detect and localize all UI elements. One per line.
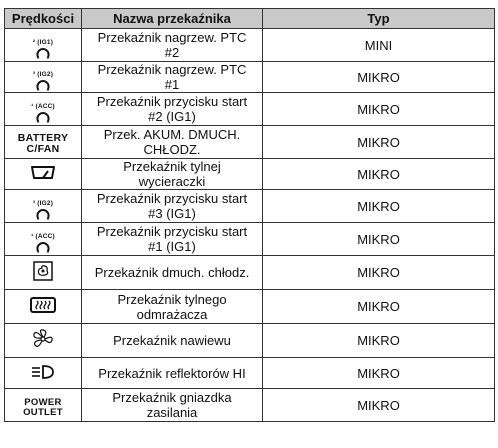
header-type: Typ (262, 8, 495, 29)
ig2-relay-icon: ³ (IG2) (33, 64, 53, 91)
rear-defroster-icon (29, 296, 57, 317)
ig1-relay-icon: ² (IG1) (33, 32, 53, 59)
table-row: POWER OUTLET Przekaźnik gniazdka zasilan… (4, 388, 495, 422)
relay-type-cell: MIKRO (262, 158, 495, 190)
table-row: Przekaźnik tylnej wycieraczki MIKRO (4, 158, 495, 190)
table-row: ³ (IG2) Przekaźnik przycisku start #3 (I… (4, 189, 495, 223)
blower-fan-icon (31, 328, 55, 353)
acc-relay-icon: ¹ (ACC) (31, 96, 55, 123)
relay-type-cell: MIKRO (262, 289, 495, 324)
relay-type-cell: MIKRO (262, 323, 495, 358)
table-row: Przekaźnik dmuch. chłodz. MIKRO (4, 255, 495, 290)
relay-name-cell: Przekaźnik przycisku start #3 (IG1) (81, 189, 263, 223)
relay-type-cell: MIKRO (262, 92, 495, 126)
relay-type-cell: MIKRO (262, 255, 495, 290)
power-outlet-label: POWER OUTLET (10, 393, 76, 418)
relay-table-body: ² (IG1) Przekaźnik nagrzew. PTC #2 MINI ³… (4, 28, 495, 422)
icon-word-label: BATTERY C/FAN (17, 132, 69, 155)
relay-name-cell: Przek. AKUM. DMUCH. CHŁODZ. (81, 125, 263, 159)
rear-wiper-icon (29, 164, 57, 185)
table-row: ³ (IG2) Przekaźnik nagrzew. PTC #1 MIKRO (4, 61, 495, 93)
icon-word-label: POWER OUTLET (23, 396, 63, 418)
relay-name-cell: Przekaźnik dmuch. chłodz. (81, 255, 263, 290)
icon-code-label: ² (IG1) (32, 38, 54, 46)
relay-type-cell: MIKRO (262, 189, 495, 223)
table-row: ¹ (ACC) Przekaźnik przycisku start #2 (I… (4, 92, 495, 126)
relay-type-cell: MIKRO (262, 357, 495, 389)
header-relay-name: Nazwa przekaźnika (81, 8, 263, 29)
relay-name-cell: Przekaźnik tylnej wycieraczki (81, 158, 263, 190)
speed-icon-cell: BATTERY C/FAN (4, 125, 82, 159)
relay-name-cell: Przekaźnik tylnego odmrażacza (81, 289, 263, 324)
header-speed: Prędkości (4, 8, 82, 29)
relay-name-cell: Przekaźnik przycisku start #2 (IG1) (81, 92, 263, 126)
speed-icon-cell (4, 158, 82, 190)
header-row: Prędkości Nazwa przekaźnika Typ (4, 8, 495, 29)
speed-icon-cell: ¹ (ACC) (4, 92, 82, 126)
icon-code-label: ³ (IG2) (32, 199, 54, 207)
icon-code-label: ³ (IG2) (32, 70, 54, 78)
speed-icon-cell: ¹ (ACC) (4, 222, 82, 256)
relay-name-cell: Przekaźnik nagrzew. PTC #1 (81, 61, 263, 93)
table-row: Przekaźnik reflektorów HI MIKRO (4, 357, 495, 389)
relay-name-cell: Przekaźnik przycisku start #1 (IG1) (81, 222, 263, 256)
relay-type-cell: MIKRO (262, 61, 495, 93)
speed-icon-cell: ² (IG1) (4, 28, 82, 62)
relay-table: Prędkości Nazwa przekaźnika Typ ² (IG1) … (4, 8, 495, 422)
relay-name-cell: Przekaźnik reflektorów HI (81, 357, 263, 389)
relay-type-cell: MIKRO (262, 222, 495, 256)
speed-icon-cell: POWER OUTLET (4, 388, 82, 422)
battery-cfan-label: BATTERY C/FAN (10, 129, 76, 155)
icon-code-label: ¹ (ACC) (31, 102, 55, 110)
relay-name-cell: Przekaźnik nawiewu (81, 323, 263, 358)
ig2-relay-icon: ³ (IG2) (33, 193, 53, 220)
cooling-fan-icon (32, 260, 54, 285)
speed-icon-cell: ³ (IG2) (4, 189, 82, 223)
table-row: Przekaźnik nawiewu MIKRO (4, 323, 495, 358)
speed-icon-cell: ³ (IG2) (4, 61, 82, 93)
speed-icon-cell (4, 323, 82, 358)
relay-type-cell: MIKRO (262, 125, 495, 159)
speed-icon-cell (4, 255, 82, 290)
relay-name-cell: Przekaźnik nagrzew. PTC #2 (81, 28, 263, 62)
speed-icon-cell (4, 357, 82, 389)
table-row: BATTERY C/FAN Przek. AKUM. DMUCH. CHŁODZ… (4, 125, 495, 159)
table-row: Przekaźnik tylnego odmrażacza MIKRO (4, 289, 495, 324)
relay-type-cell: MINI (262, 28, 495, 62)
speed-icon-cell (4, 289, 82, 324)
acc-relay-icon: ¹ (ACC) (31, 226, 55, 253)
high-beam-icon (29, 363, 57, 384)
relay-type-cell: MIKRO (262, 388, 495, 422)
icon-code-label: ¹ (ACC) (31, 232, 55, 240)
table-row: ² (IG1) Przekaźnik nagrzew. PTC #2 MINI (4, 28, 495, 62)
table-row: ¹ (ACC) Przekaźnik przycisku start #1 (I… (4, 222, 495, 256)
relay-name-cell: Przekaźnik gniazdka zasilania (81, 388, 263, 422)
